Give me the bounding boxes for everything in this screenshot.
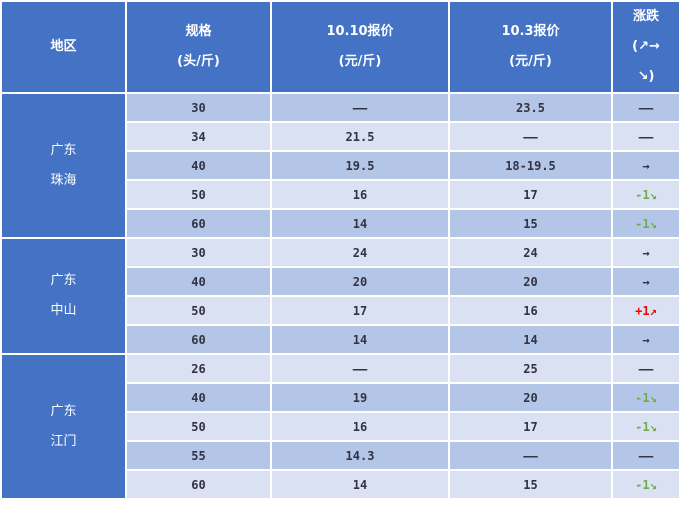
header-price-new: 10.10报价 (元/斤) [270,0,450,94]
spec-cell: 50 [125,295,272,326]
price-new-cell: 21.5 [270,121,450,152]
header-price-old-unit: (元/斤) [509,54,552,69]
header-change-legend-2: ↘) [637,69,655,84]
price-old-cell: 17 [448,411,613,442]
spec-cell: 34 [125,121,272,152]
region-city: 中山 [50,303,77,318]
spec-cell: 40 [125,382,272,413]
price-old-cell: 15 [448,469,613,500]
region-cell: 广东 江门 [0,353,127,500]
change-cell: -1↘ [611,179,679,210]
price-new-cell: 14 [270,208,450,239]
change-cell: → [611,150,679,181]
spec-cell: 30 [125,237,272,268]
spec-cell: 55 [125,440,272,471]
header-price-old-title: 10.3报价 [501,24,560,39]
change-cell: → [611,237,679,268]
change-cell: -1↘ [611,469,679,500]
region-province: 广东 [50,142,77,158]
header-price-new-unit: (元/斤) [338,54,382,69]
price-old-cell: 17 [448,179,613,210]
price-table: 地区 规格 (头/斤) 10.10报价 (元/斤) 10.3报价 (元/斤) 涨跌 (↗… [0,0,679,500]
price-new-cell: 16 [270,179,450,210]
price-new-cell: —— [270,92,450,123]
price-old-cell: —— [448,121,613,152]
header-price-new-title: 10.10报价 [326,24,394,39]
region-cell: 广东 中山 [0,237,127,355]
header-change-title: 涨跌 [632,9,659,24]
region-province: 广东 [50,273,77,288]
table-row: 60 14 15 -1↘ [1,208,679,239]
table-row: 50 16 17 -1↘ [1,411,679,442]
change-cell: +1↗ [611,295,679,326]
price-old-cell: 23.5 [448,92,613,123]
price-new-cell: 14 [270,469,450,500]
header-spec-title: 规格 [185,24,212,39]
change-cell: —— [611,440,679,471]
header-region: 地区 [0,0,127,94]
change-cell: -1↘ [611,411,679,442]
change-cell: -1↘ [611,382,679,413]
header-spec: 规格 (头/斤) [125,0,272,94]
price-new-cell: —— [270,353,450,384]
table-row: 40 20 20 → [1,266,679,297]
price-old-cell: 16 [448,295,613,326]
price-new-cell: 24 [270,237,450,268]
table-row: 50 16 17 -1↘ [1,179,679,210]
table-row: 34 21.5 —— —— [1,121,679,152]
change-cell: —— [611,92,679,123]
change-cell: -1↘ [611,208,679,239]
table-row: 40 19 20 -1↘ [1,382,679,413]
table-row: 55 14.3 —— —— [1,440,679,471]
region-city: 珠海 [50,172,77,188]
price-old-cell: 20 [448,382,613,413]
spec-cell: 50 [125,179,272,210]
price-old-cell: 14 [448,324,613,355]
price-new-cell: 20 [270,266,450,297]
table-row: 广东 珠海 30 —— 23.5 —— [0,92,679,239]
spec-cell: 40 [125,150,272,181]
price-old-cell: 15 [448,208,613,239]
price-new-cell: 19.5 [270,150,450,181]
table-row: 广东 中山 30 24 24 → [0,237,679,355]
spec-cell: 40 [125,266,272,297]
price-new-cell: 16 [270,411,450,442]
table-row: 50 17 16 +1↗ [1,295,679,326]
price-old-cell: 24 [448,237,613,268]
spec-cell: 60 [125,324,272,355]
price-old-cell: —— [448,440,613,471]
region-province: 广东 [50,403,77,419]
table-row: 广东 江门 26 —— 25 —— [0,353,679,500]
change-cell: → [611,324,679,355]
header-change-legend-1: (↗→ [632,39,660,54]
table-row: 60 14 14 → [1,324,679,355]
region-cell: 广东 珠海 [0,92,127,239]
price-old-cell: 18-19.5 [448,150,613,181]
change-cell: —— [611,121,679,152]
table-row: 40 19.5 18-19.5 → [1,150,679,181]
spec-cell: 30 [125,92,272,123]
price-old-cell: 20 [448,266,613,297]
spec-cell: 26 [125,353,272,384]
header-price-old: 10.3报价 (元/斤) [448,0,613,94]
price-new-cell: 17 [270,295,450,326]
region-city: 江门 [50,433,77,449]
header-row: 地区 规格 (头/斤) 10.10报价 (元/斤) 10.3报价 (元/斤) 涨跌 (↗… [0,0,679,94]
spec-cell: 60 [125,208,272,239]
price-old-cell: 25 [448,353,613,384]
table-row: 60 14 15 -1↘ [1,469,679,500]
price-new-cell: 14.3 [270,440,450,471]
change-cell: —— [611,353,679,384]
header-spec-unit: (头/斤) [177,54,220,69]
price-new-cell: 19 [270,382,450,413]
price-new-cell: 14 [270,324,450,355]
spec-cell: 60 [125,469,272,500]
change-cell: → [611,266,679,297]
spec-cell: 50 [125,411,272,442]
header-change: 涨跌 (↗→ ↘) [611,0,679,94]
